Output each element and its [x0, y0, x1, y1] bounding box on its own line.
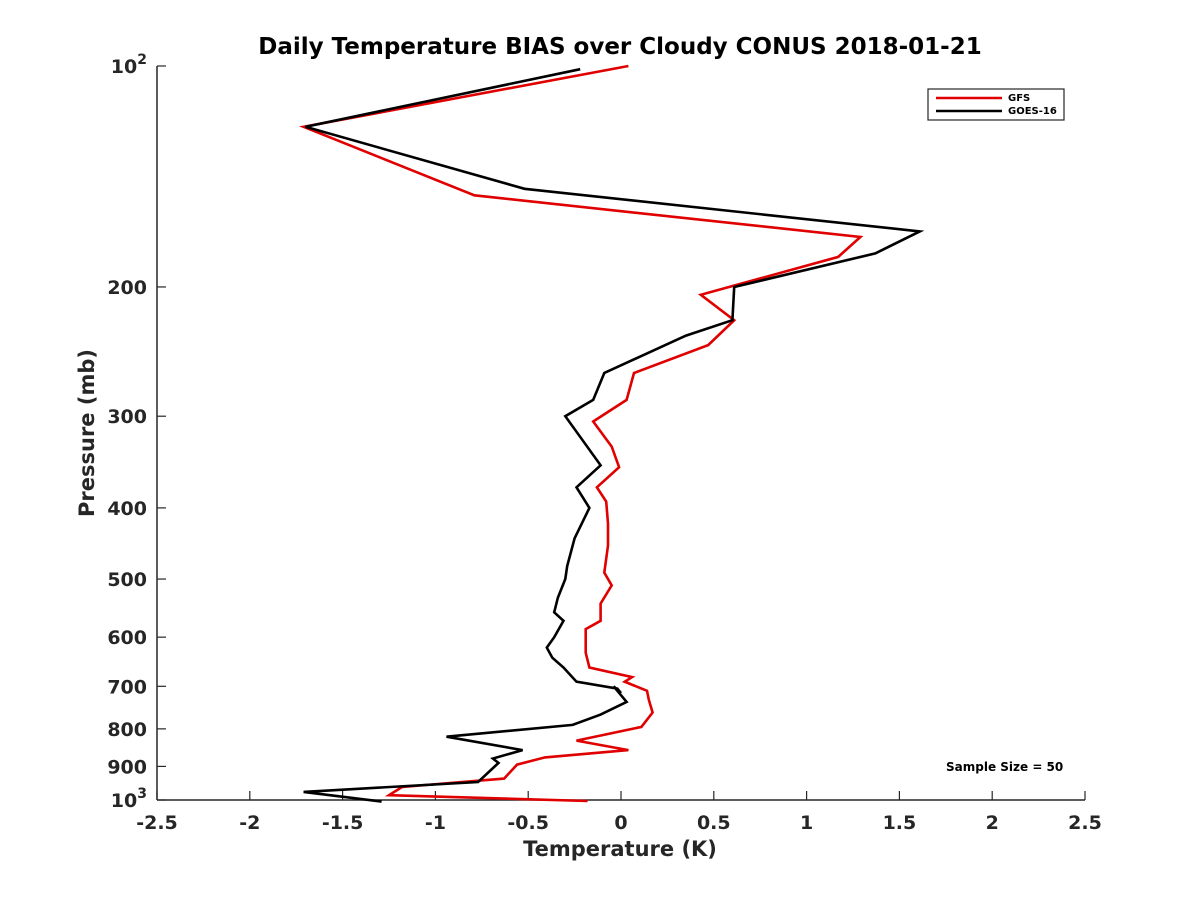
y-tick-label: 103: [111, 786, 147, 812]
x-tick-label: -0.5: [507, 812, 549, 834]
legend-label-goes16: GOES-16: [1008, 106, 1057, 117]
x-tick-label: -1: [425, 812, 446, 834]
x-tick-label: 0.5: [697, 812, 731, 834]
y-tick-label: 200: [107, 277, 147, 299]
x-tick-label: 0: [614, 812, 627, 834]
data-series: [298, 64, 925, 803]
series-line-goes-16: [303, 67, 925, 803]
x-tick-label: -2: [239, 812, 260, 834]
y-axis-label: Pressure (mb): [75, 349, 99, 517]
y-ticks: 102 200 300 400 500 600 700 800 900 103: [107, 52, 166, 812]
x-tick-label: 2: [986, 812, 999, 834]
x-tick-label: -2.5: [136, 812, 178, 834]
y-tick-label: 900: [107, 756, 147, 778]
y-tick-label: 300: [107, 406, 147, 428]
y-tick-label: 500: [107, 569, 147, 591]
x-tick-label: 1: [800, 812, 813, 834]
legend: GFS GOES-16: [927, 88, 1065, 121]
x-axis-label: Temperature (K): [523, 837, 717, 861]
x-tick-label: -1.5: [322, 812, 364, 834]
x-ticks: -2.5 -2 -1.5 -1 -0.5 0 0.5 1 1.5 2 2.5: [136, 791, 1102, 834]
sample-size-annotation: Sample Size = 50: [946, 760, 1063, 774]
legend-label-gfs: GFS: [1008, 93, 1030, 104]
y-tick-label: 600: [107, 627, 147, 649]
plot-area: [156, 66, 1085, 801]
x-tick-label: 1.5: [883, 812, 917, 834]
y-tick-label: 400: [107, 498, 147, 520]
y-tick-label: 800: [107, 719, 147, 741]
legend-box: [927, 88, 1065, 121]
x-tick-label: 2.5: [1068, 812, 1102, 834]
series-line-gfs: [298, 64, 864, 803]
chart-title: Daily Temperature BIAS over Cloudy CONUS…: [258, 34, 981, 60]
y-tick-label: 700: [107, 676, 147, 698]
y-tick-label: 102: [111, 52, 147, 78]
